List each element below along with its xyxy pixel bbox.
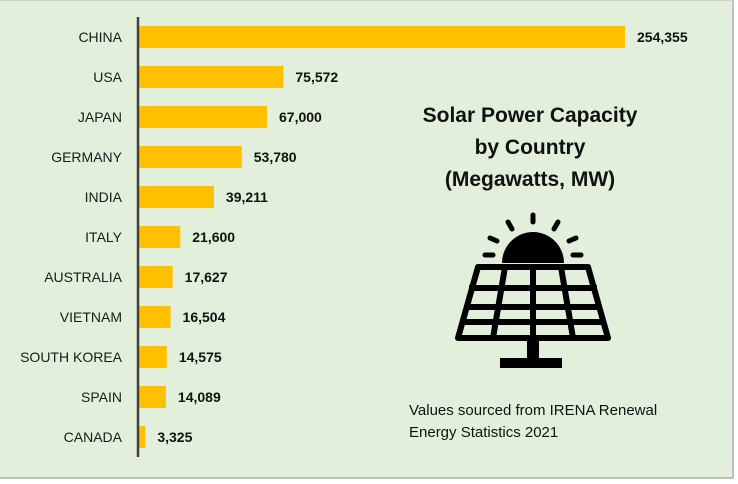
category-label: SPAIN	[81, 389, 122, 405]
value-label: 75,572	[295, 69, 338, 85]
stand-base	[500, 358, 562, 368]
category-label: AUSTRALIA	[44, 269, 122, 285]
sun-rays	[482, 212, 584, 258]
category-label: VIETNAM	[60, 309, 122, 325]
category-label: USA	[93, 69, 122, 85]
bar	[139, 106, 268, 128]
chart-title-line-1: Solar Power Capacity	[422, 104, 638, 127]
chart-title-line-3: (Megawatts, MW)	[444, 168, 616, 191]
value-label: 254,355	[637, 29, 688, 45]
value-label: 3,325	[157, 429, 192, 445]
value-label: 67,000	[279, 109, 322, 125]
bar	[139, 26, 625, 48]
bar	[139, 306, 171, 328]
panel-grid	[455, 264, 611, 341]
value-label: 14,575	[179, 349, 222, 365]
source-note-line-1: Values sourced from IRENA Renewal	[409, 402, 658, 419]
category-label: JAPAN	[78, 109, 122, 125]
category-label: GERMANY	[51, 149, 122, 165]
category-label: ITALY	[85, 229, 122, 245]
value-label: 14,089	[178, 389, 221, 405]
bar	[139, 426, 146, 448]
chart-title-line-2: by Country	[474, 136, 586, 159]
value-label: 53,780	[254, 149, 297, 165]
category-label: INDIA	[85, 189, 123, 205]
bar	[139, 226, 181, 248]
value-label: 21,600	[192, 229, 235, 245]
category-label: CANADA	[64, 429, 123, 445]
value-label: 16,504	[183, 309, 226, 325]
sun-icon	[502, 232, 564, 263]
source-note-line-2: Energy Statistics 2021	[409, 424, 559, 441]
bars-group: CHINA 254,355 USA 75,572 JAPAN 67,000 GERMANY 5…	[20, 26, 688, 448]
bar	[139, 386, 166, 408]
category-label: CHINA	[78, 29, 122, 45]
solar-panel-icon	[455, 212, 611, 365]
source-note: Values sourced from IRENA Renewal Energy…	[409, 400, 729, 444]
bar	[139, 346, 167, 368]
chart-title: Solar Power Capacity by Country (Megawat…	[395, 100, 665, 196]
category-label: SOUTH KOREA	[20, 349, 123, 365]
bar	[139, 146, 242, 168]
bar	[139, 186, 214, 208]
value-label: 17,627	[185, 269, 228, 285]
value-label: 39,211	[226, 189, 268, 205]
bar	[139, 266, 173, 288]
bar	[139, 66, 284, 88]
